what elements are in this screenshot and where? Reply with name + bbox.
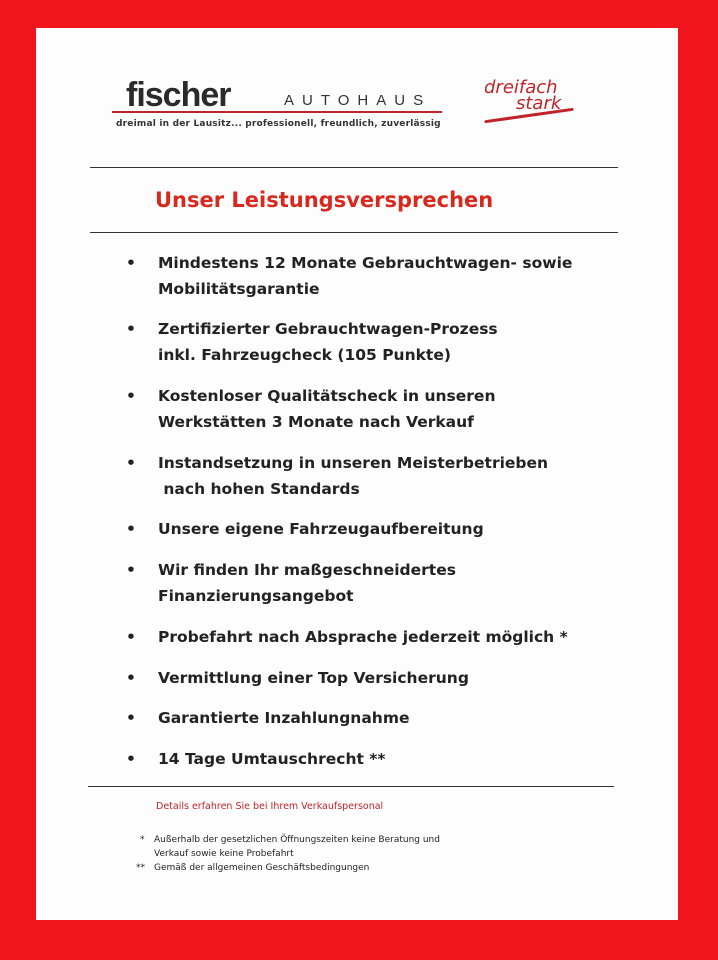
- list-item-text: Mindestens 12 Monate Gebrauchtwagen- sow…: [158, 250, 572, 302]
- line1: Probefahrt nach Absprache jederzeit mögl…: [158, 628, 568, 646]
- list-item-text: 14 Tage Umtauschrecht **: [158, 746, 386, 772]
- logo-fischer: fischer: [126, 76, 231, 114]
- line1: Unsere eigene Fahrzeugaufbereitung: [158, 520, 484, 538]
- list-item-text: Unsere eigene Fahrzeugaufbereitung: [158, 516, 484, 542]
- bullet-icon: •: [126, 520, 136, 538]
- list-item-text: Wir finden Ihr maßgeschneidertes Finanzi…: [158, 557, 456, 609]
- line1: Mindestens 12 Monate Gebrauchtwagen- sow…: [158, 254, 573, 272]
- line1: 14 Tage Umtauschrecht **: [158, 750, 386, 768]
- footnote-mark: *: [140, 835, 145, 845]
- tagline: dreimal in der Lausitz... professionell,…: [116, 119, 441, 129]
- footnote-text: Außerhalb der gesetzlichen Öffnungszeite…: [154, 835, 440, 859]
- line1: Instandsetzung in unseren Meisterbetrieb…: [158, 454, 549, 472]
- slogan-line2: stark: [516, 93, 562, 114]
- divider: [88, 786, 614, 787]
- bullet-icon: •: [126, 254, 136, 272]
- footnote-1: * Außerhalb der gesetzlichen Öffnungszei…: [140, 833, 440, 859]
- line2: nach hohen Standards: [158, 480, 360, 498]
- line1: Vermittlung einer Top Versicherung: [158, 669, 469, 687]
- bullet-icon: •: [126, 750, 136, 768]
- line2: inkl. Fahrzeugcheck (105 Punkte): [158, 346, 451, 364]
- list-item-text: Instandsetzung in unseren Meisterbetrieb…: [158, 450, 548, 502]
- list-item-text: Probefahrt nach Absprache jederzeit mögl…: [158, 624, 568, 650]
- line2: Werkstätten 3 Monate nach Verkauf: [158, 413, 474, 431]
- line2: Mobilitätsgarantie: [158, 280, 320, 298]
- slogan-line1: dreifach: [484, 77, 558, 98]
- list-item-text: Garantierte Inzahlungnahme: [158, 705, 410, 731]
- bullet-icon: •: [126, 561, 136, 579]
- bullet-icon: •: [126, 454, 136, 472]
- line1: Garantierte Inzahlungnahme: [158, 709, 410, 727]
- line1: Zertifizierter Gebrauchtwagen-Prozess: [158, 320, 498, 338]
- slogan-logo: dreifach stark: [484, 77, 574, 124]
- footnote-2: ** Gemäß der allgemeinen Geschäftsbedingu…: [136, 861, 369, 875]
- bullet-icon: •: [126, 669, 136, 687]
- footnote-text: Gemäß der allgemeinen Geschäftsbedingung…: [154, 863, 370, 873]
- bullet-icon: •: [126, 387, 136, 405]
- document-page: fischer AUTOHAUS dreimal in der Lausitz.…: [36, 28, 678, 920]
- list-item-text: Zertifizierter Gebrauchtwagen-Prozess in…: [158, 316, 498, 368]
- line2: Finanzierungsangebot: [158, 587, 354, 605]
- bullet-icon: •: [126, 628, 136, 646]
- logo-underline: [112, 111, 442, 113]
- bullet-icon: •: [126, 709, 136, 727]
- list-item-text: Kostenloser Qualitätscheck in unseren We…: [158, 383, 495, 435]
- footnote-mark: **: [136, 863, 145, 873]
- divider: [90, 232, 618, 233]
- page-title: Unser Leistungsversprechen: [155, 188, 494, 212]
- logo-autohaus: AUTOHAUS: [284, 92, 432, 109]
- list-item-text: Vermittlung einer Top Versicherung: [158, 665, 469, 691]
- line1: Kostenloser Qualitätscheck in unseren: [158, 387, 496, 405]
- divider: [90, 167, 618, 168]
- line1: Wir finden Ihr maßgeschneidertes: [158, 561, 456, 579]
- bullet-icon: •: [126, 320, 136, 338]
- details-note: Details erfahren Sie bei Ihrem Verkaufsp…: [156, 801, 384, 812]
